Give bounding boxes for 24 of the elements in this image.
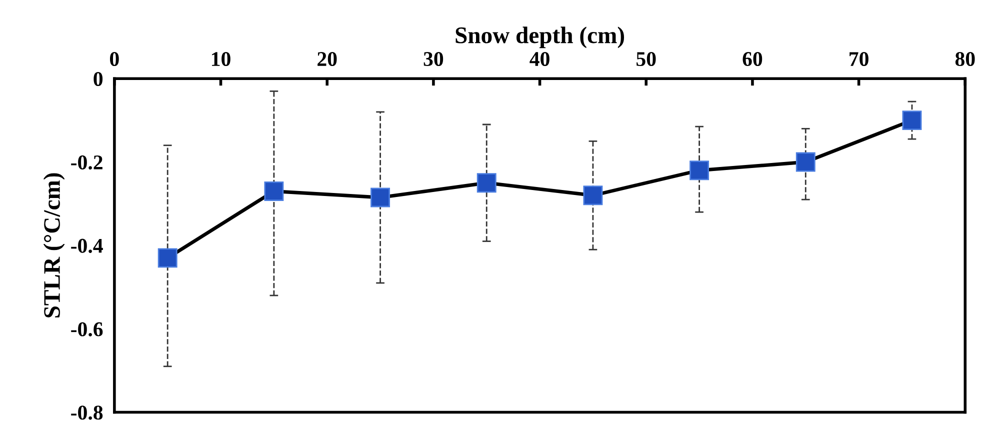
x-tick-label: 20 xyxy=(318,52,337,66)
x-tick-label: 80 xyxy=(955,52,975,66)
point xyxy=(902,110,922,130)
point xyxy=(476,173,496,193)
y-tick-label: 0 xyxy=(94,72,103,86)
x-tick-label: 60 xyxy=(742,52,762,66)
point xyxy=(158,248,178,268)
y-tick-label: -0.4 xyxy=(71,238,103,253)
x-tick-label: 40 xyxy=(530,52,550,66)
point xyxy=(583,186,603,206)
x-tick-label: 70 xyxy=(850,52,868,66)
x-tick-label: 10 xyxy=(212,52,230,66)
y-tick-label: -0.6 xyxy=(71,322,103,336)
x-tick-label: 50 xyxy=(636,52,656,66)
point xyxy=(264,182,284,201)
x-tick-label: 30 xyxy=(424,52,444,66)
x-tick-label: 0 xyxy=(110,52,119,66)
y-axis-title: STLR (°C/cm) xyxy=(43,173,65,318)
point xyxy=(796,152,816,172)
point xyxy=(690,160,710,180)
y-tick-label: -0.8 xyxy=(71,406,103,420)
y-tick-label: -0.2 xyxy=(71,155,102,170)
point xyxy=(370,188,390,208)
x-axis-title: Snow depth (cm) xyxy=(456,26,624,48)
